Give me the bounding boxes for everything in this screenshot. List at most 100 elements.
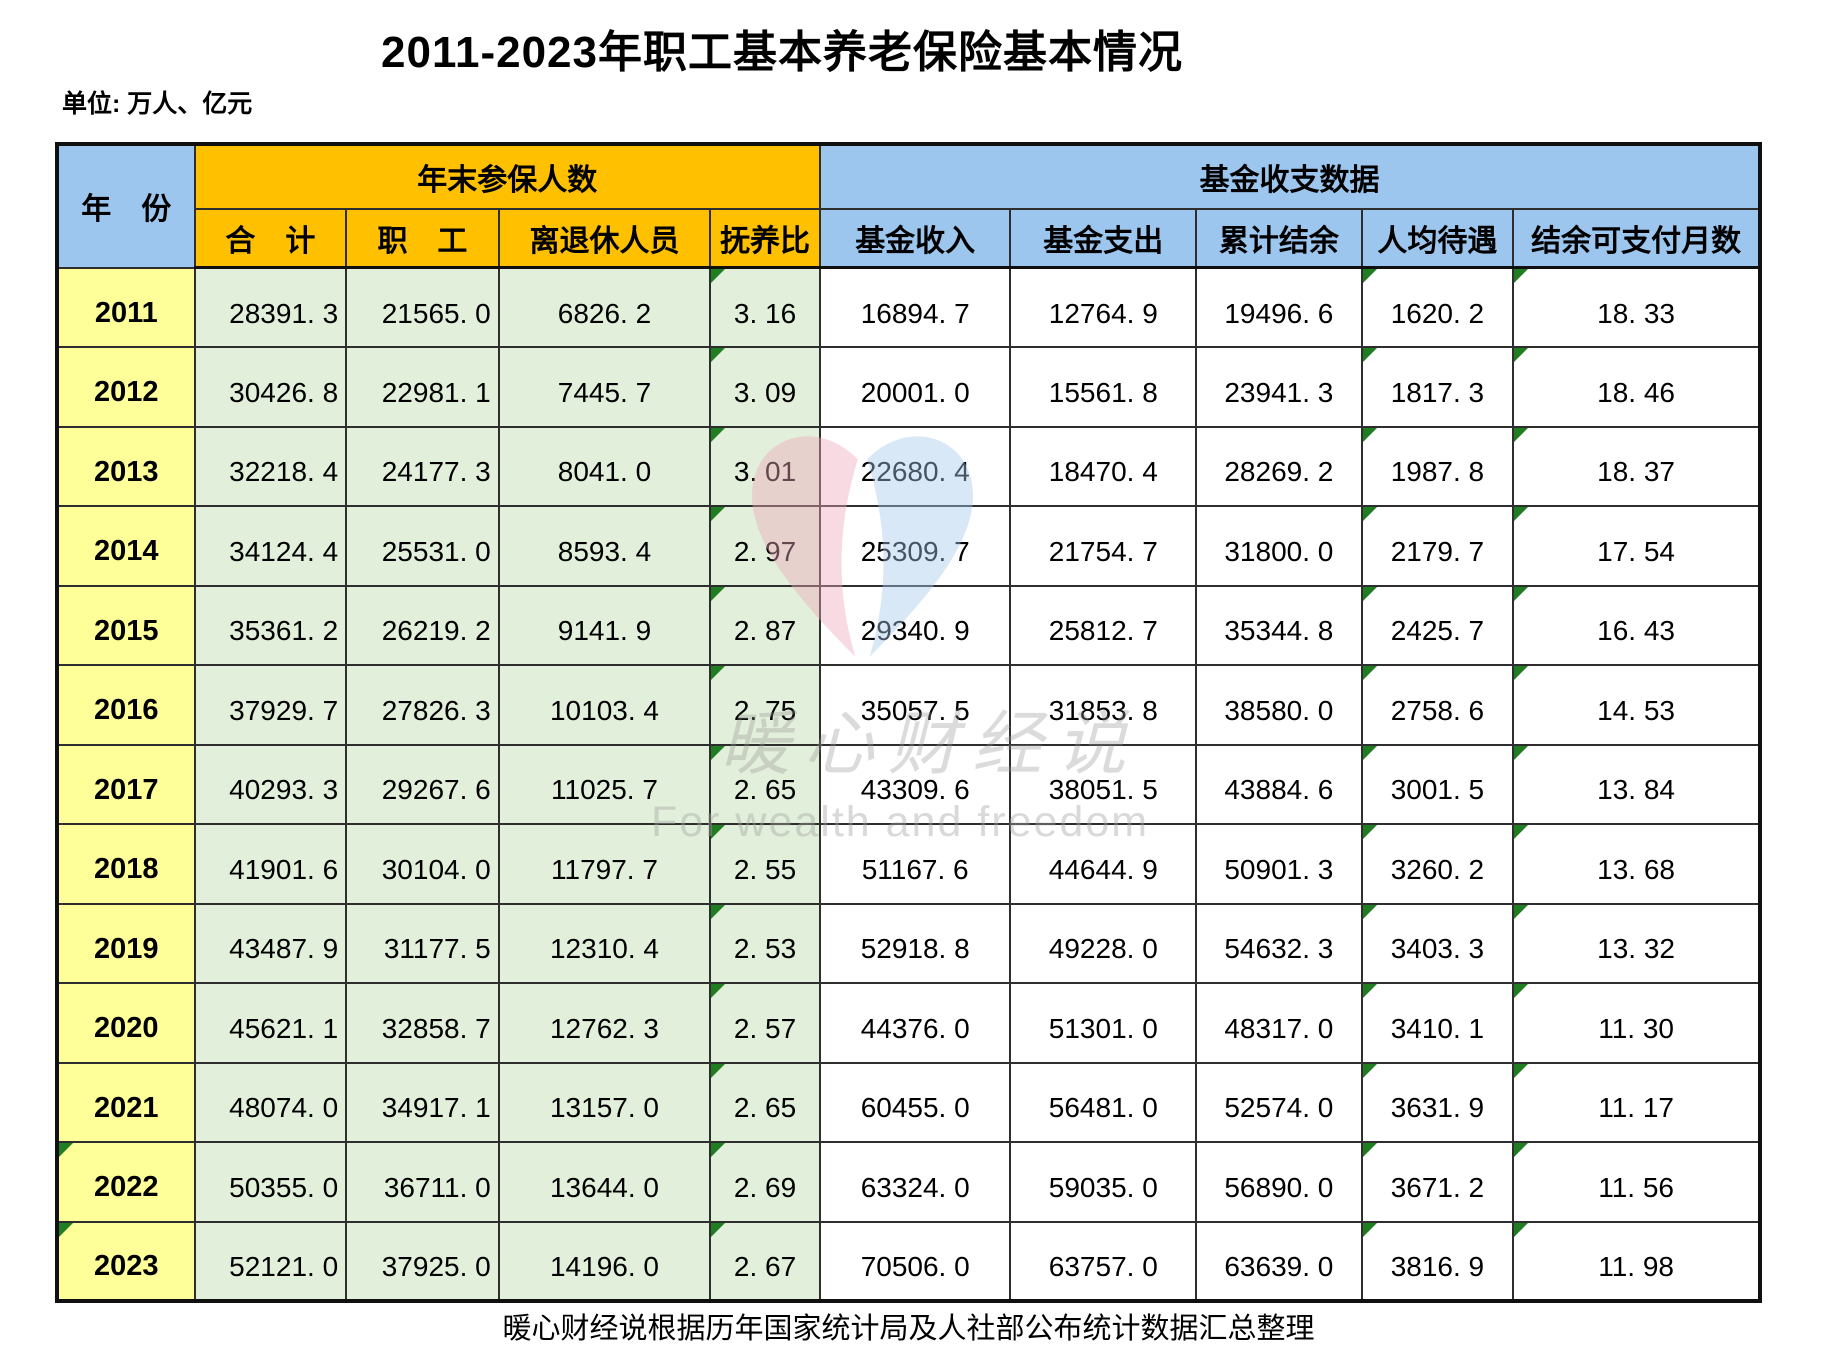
cell-months-payable: 13. 84 xyxy=(1512,743,1761,825)
year-cell: 2018 xyxy=(56,823,196,905)
cell-marker-triangle-icon xyxy=(1515,1064,1529,1078)
cell-dependency-ratio: 2. 53 xyxy=(709,902,821,984)
cell-marker-triangle-icon xyxy=(1363,1223,1377,1237)
cell-cumulative-balance: 19496. 6 xyxy=(1195,266,1363,348)
cell-marker-triangle-icon xyxy=(1363,905,1377,919)
cell-dependency-ratio: 2. 55 xyxy=(709,823,821,905)
group-header-insured-persons: 年末参保人数 xyxy=(193,143,821,210)
cell-per-capita-benefit: 3410. 1 xyxy=(1360,982,1515,1064)
cell-cumulative-balance: 54632. 3 xyxy=(1195,902,1363,984)
cell-dependency-ratio: 2. 57 xyxy=(709,982,821,1064)
table-row: 2019 43487. 9 31177. 5 12310. 4 2. 53 52918. … xyxy=(56,902,1761,984)
cell-fund-income: 16894. 7 xyxy=(818,266,1012,348)
cell-total: 35361. 2 xyxy=(193,584,348,666)
cell-marker-triangle-icon xyxy=(1515,1223,1529,1237)
cell-total: 40293. 3 xyxy=(193,743,348,825)
col-header-total: 合 计 xyxy=(193,208,348,269)
cell-retirees: 14196. 0 xyxy=(497,1220,712,1302)
cell-per-capita-benefit: 2425. 7 xyxy=(1360,584,1515,666)
cell-marker-triangle-icon xyxy=(712,269,726,283)
cell-dependency-ratio: 2. 97 xyxy=(709,505,821,587)
cell-marker-triangle-icon xyxy=(1515,428,1529,442)
cell-marker-triangle-icon xyxy=(1363,825,1377,839)
col-header-retirees: 离退休人员 xyxy=(497,208,712,269)
cell-fund-expenditure: 15561. 8 xyxy=(1009,346,1198,428)
cell-months-payable: 18. 37 xyxy=(1512,425,1761,507)
cell-months-payable: 13. 32 xyxy=(1512,902,1761,984)
cell-fund-expenditure: 12764. 9 xyxy=(1009,266,1198,348)
cell-fund-expenditure: 31853. 8 xyxy=(1009,664,1198,746)
cell-marker-triangle-icon xyxy=(1363,984,1377,998)
cell-cumulative-balance: 48317. 0 xyxy=(1195,982,1363,1064)
cell-dependency-ratio: 2. 65 xyxy=(709,743,821,825)
cell-retirees: 11797. 7 xyxy=(497,823,712,905)
cell-employees: 26219. 2 xyxy=(345,584,500,666)
cell-employees: 34917. 1 xyxy=(345,1061,500,1143)
year-cell: 2016 xyxy=(56,664,196,746)
cell-dependency-ratio: 2. 67 xyxy=(709,1220,821,1302)
cell-per-capita-benefit: 1817. 3 xyxy=(1360,346,1515,428)
cell-marker-triangle-icon xyxy=(59,1143,73,1157)
cell-marker-triangle-icon xyxy=(1515,825,1529,839)
cell-marker-triangle-icon xyxy=(1363,428,1377,442)
cell-per-capita-benefit: 3001. 5 xyxy=(1360,743,1515,825)
cell-fund-income: 20001. 0 xyxy=(818,346,1012,428)
cell-total: 41901. 6 xyxy=(193,823,348,905)
cell-per-capita-benefit: 3816. 9 xyxy=(1360,1220,1515,1302)
cell-marker-triangle-icon xyxy=(712,746,726,760)
page-title: 2011-2023年职工基本养老保险基本情况 xyxy=(381,28,1183,77)
cell-total: 50355. 0 xyxy=(193,1141,348,1223)
cell-marker-triangle-icon xyxy=(59,1223,73,1237)
cell-retirees: 8593. 4 xyxy=(497,505,712,587)
cell-fund-income: 44376. 0 xyxy=(818,982,1012,1064)
table-row: 2012 30426. 8 22981. 1 7445. 7 3. 09 20001. 0… xyxy=(56,346,1761,428)
cell-fund-income: 52918. 8 xyxy=(818,902,1012,984)
year-cell: 2020 xyxy=(56,982,196,1064)
cell-per-capita-benefit: 3403. 3 xyxy=(1360,902,1515,984)
cell-dependency-ratio: 2. 65 xyxy=(709,1061,821,1143)
cell-employees: 31177. 5 xyxy=(345,902,500,984)
cell-fund-income: 29340. 9 xyxy=(818,584,1012,666)
cell-marker-triangle-icon xyxy=(1515,984,1529,998)
cell-total: 43487. 9 xyxy=(193,902,348,984)
col-header-cumulative-balance: 累计结余 xyxy=(1195,208,1363,269)
cell-per-capita-benefit: 1987. 8 xyxy=(1360,425,1515,507)
cell-marker-triangle-icon xyxy=(712,428,726,442)
cell-months-payable: 18. 33 xyxy=(1512,266,1761,348)
footer-note: 暖心财经说根据历年国家统计局及人社部公布统计数据汇总整理 xyxy=(502,1313,1315,1345)
cell-fund-income: 22680. 4 xyxy=(818,425,1012,507)
year-cell: 2013 xyxy=(56,425,196,507)
col-header-per-capita-benefit: 人均待遇 xyxy=(1360,208,1515,269)
table-row: 2014 34124. 4 25531. 0 8593. 4 2. 97 25309. 7… xyxy=(56,505,1761,587)
cell-marker-triangle-icon xyxy=(1363,1064,1377,1078)
table-row: 2021 48074. 0 34917. 1 13157. 0 2. 65 60455. … xyxy=(56,1061,1761,1143)
table-body: 2011 28391. 3 21565. 0 6826. 2 3. 16 16894. 7… xyxy=(56,266,1761,1302)
cell-fund-income: 63324. 0 xyxy=(818,1141,1012,1223)
cell-total: 32218. 4 xyxy=(193,425,348,507)
cell-dependency-ratio: 3. 01 xyxy=(709,425,821,507)
cell-total: 30426. 8 xyxy=(193,346,348,428)
year-cell: 2019 xyxy=(56,902,196,984)
cell-total: 52121. 0 xyxy=(193,1220,348,1302)
cell-retirees: 7445. 7 xyxy=(497,346,712,428)
cell-retirees: 13157. 0 xyxy=(497,1061,712,1143)
cell-total: 48074. 0 xyxy=(193,1061,348,1143)
group-header-fund-data: 基金收支数据 xyxy=(818,143,1762,210)
year-cell: 2021 xyxy=(56,1061,196,1143)
table-row: 2022 50355. 0 36711. 0 13644. 0 2. 69 63324. … xyxy=(56,1141,1761,1223)
col-header-employees: 职 工 xyxy=(345,208,500,269)
year-column-header: 年 份 xyxy=(56,143,196,269)
cell-months-payable: 14. 53 xyxy=(1512,664,1761,746)
cell-per-capita-benefit: 3631. 9 xyxy=(1360,1061,1515,1143)
cell-cumulative-balance: 63639. 0 xyxy=(1195,1220,1363,1302)
cell-marker-triangle-icon xyxy=(712,1064,726,1078)
cell-employees: 25531. 0 xyxy=(345,505,500,587)
year-cell: 2014 xyxy=(56,505,196,587)
cell-marker-triangle-icon xyxy=(1363,587,1377,601)
col-header-fund-expenditure: 基金支出 xyxy=(1009,208,1198,269)
cell-employees: 22981. 1 xyxy=(345,346,500,428)
cell-total: 45621. 1 xyxy=(193,982,348,1064)
cell-marker-triangle-icon xyxy=(1515,905,1529,919)
cell-total: 28391. 3 xyxy=(193,266,348,348)
cell-dependency-ratio: 2. 87 xyxy=(709,584,821,666)
